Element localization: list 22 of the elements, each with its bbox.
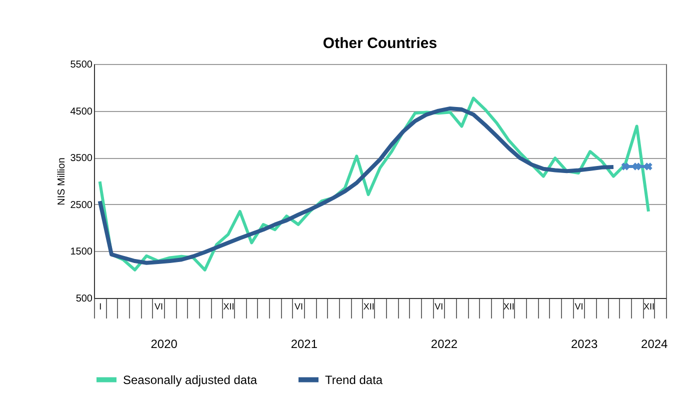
x-tick-label: VI [574,302,584,312]
y-axis-title: NIS Million [56,158,68,206]
x-tick-label: XII [363,302,374,312]
x-tick-label: I [99,302,102,312]
x-tick-label: VI [434,302,444,312]
text: 2022 [430,337,458,351]
y-tick-label: 5500 [70,60,93,70]
y-tick-label: 4500 [70,106,93,118]
text: 2020 [150,337,178,351]
x-tick-label: VI [154,302,163,312]
legend-label: Trend data [325,372,383,387]
y-tick-label: 500 [76,294,93,304]
text: 2023 [570,337,598,351]
chart-title: Other Countries [322,35,438,52]
text: 2021 [290,337,318,351]
y-tick-label: 1500 [70,246,93,258]
text: 2024 [641,337,668,351]
x-tick-label: VI [294,302,304,312]
y-tick-label: 3500 [70,153,93,164]
y-tick-label: 2500 [70,200,93,211]
x-tick-label: XII [223,302,234,312]
legend-label: Seasonally adjusted data [123,372,258,387]
